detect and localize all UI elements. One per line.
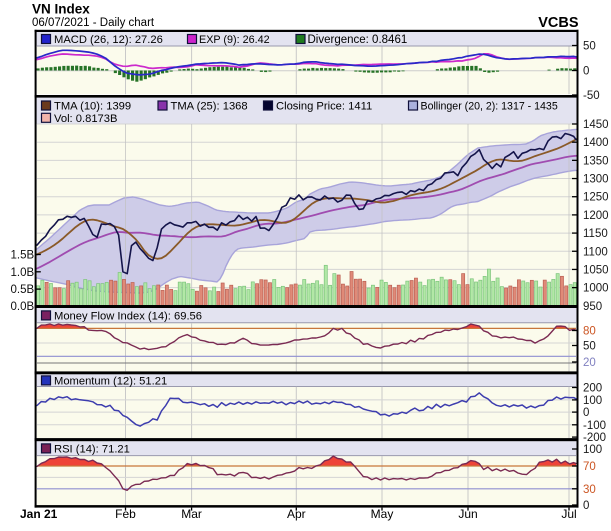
svg-text:MACD (26, 12): 27.26: MACD (26, 12): 27.26 xyxy=(54,34,163,46)
svg-text:50: 50 xyxy=(583,41,596,53)
svg-text:1300: 1300 xyxy=(583,174,609,186)
svg-text:Jul: Jul xyxy=(561,507,576,521)
svg-text:Closing Price: 1411: Closing Price: 1411 xyxy=(276,101,372,113)
svg-text:200: 200 xyxy=(583,383,602,395)
svg-text:Vol: 0.8173B: Vol: 0.8173B xyxy=(54,113,117,125)
svg-text:70: 70 xyxy=(583,461,596,473)
svg-text:-200: -200 xyxy=(583,432,606,444)
svg-text:1050: 1050 xyxy=(583,264,609,276)
svg-text:Jan 21: Jan 21 xyxy=(20,507,58,521)
svg-text:Mar: Mar xyxy=(181,507,202,521)
svg-text:1450: 1450 xyxy=(583,119,609,131)
svg-text:VCBS: VCBS xyxy=(538,15,579,31)
svg-text:1000: 1000 xyxy=(583,283,609,295)
svg-text:Divergence: 0.8461: Divergence: 0.8461 xyxy=(308,34,408,46)
svg-text:100: 100 xyxy=(583,444,602,456)
svg-text:Money Flow Index (14): 69.56: Money Flow Index (14): 69.56 xyxy=(54,310,202,322)
svg-text:1250: 1250 xyxy=(583,192,609,204)
svg-text:950: 950 xyxy=(583,301,602,313)
svg-text:VN Index: VN Index xyxy=(32,2,90,17)
svg-text:-100: -100 xyxy=(583,420,606,432)
svg-text:-50: -50 xyxy=(583,90,600,102)
svg-text:30: 30 xyxy=(583,484,596,496)
svg-text:100: 100 xyxy=(583,395,602,407)
svg-text:1200: 1200 xyxy=(583,210,609,222)
svg-text:20: 20 xyxy=(583,357,596,369)
svg-text:50: 50 xyxy=(583,341,596,353)
svg-text:80: 80 xyxy=(583,326,596,338)
svg-text:May: May xyxy=(371,507,394,521)
svg-text:1100: 1100 xyxy=(583,246,608,258)
svg-text:1.0B: 1.0B xyxy=(11,267,35,279)
svg-text:1150: 1150 xyxy=(583,228,608,240)
svg-text:Bollinger (20, 2): 1317 - 1435: Bollinger (20, 2): 1317 - 1435 xyxy=(421,101,558,113)
svg-text:TMA (10): 1399: TMA (10): 1399 xyxy=(54,101,131,113)
svg-text:1350: 1350 xyxy=(583,155,609,167)
svg-text:0.0B: 0.0B xyxy=(11,301,35,313)
svg-text:Jun: Jun xyxy=(458,507,477,521)
svg-text:TMA (25): 1368: TMA (25): 1368 xyxy=(171,101,248,113)
svg-text:Apr: Apr xyxy=(287,507,306,521)
svg-text:Momentum (12): 51.21: Momentum (12): 51.21 xyxy=(54,375,167,387)
svg-text:0: 0 xyxy=(583,407,589,419)
svg-text:0: 0 xyxy=(583,500,589,512)
svg-text:Feb: Feb xyxy=(115,507,136,521)
svg-text:0.5B: 0.5B xyxy=(11,284,35,296)
svg-text:06/07/2021 - Daily chart: 06/07/2021 - Daily chart xyxy=(32,17,155,29)
svg-text:1.5B: 1.5B xyxy=(11,250,35,262)
svg-text:0: 0 xyxy=(583,66,589,78)
svg-text:1400: 1400 xyxy=(583,137,609,149)
svg-text:EXP (9): 26.42: EXP (9): 26.42 xyxy=(199,34,270,46)
svg-text:RSI (14): 71.21: RSI (14): 71.21 xyxy=(54,443,130,455)
